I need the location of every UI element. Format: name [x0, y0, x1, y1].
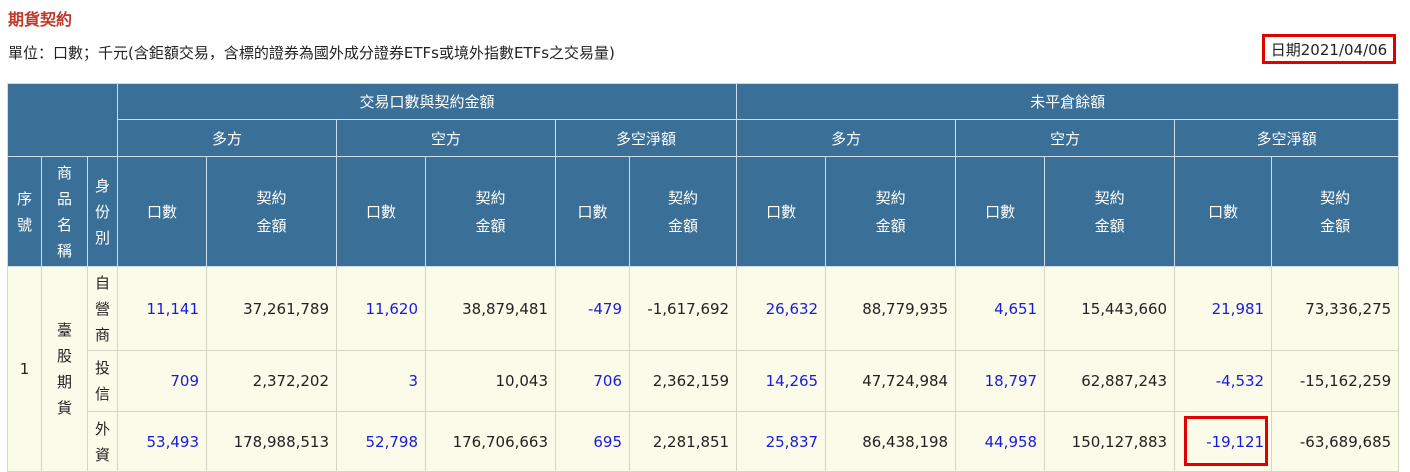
header-trading: 交易口數與契約金額 — [117, 83, 738, 120]
oi-short-contracts-link[interactable]: 44,958 — [955, 411, 1046, 472]
page-title: 期貨契約 — [8, 10, 73, 29]
trade-net-amount: 2,281,851 — [629, 411, 738, 472]
header-amount: 契約金額 — [1044, 156, 1176, 267]
header-amount: 契約金額 — [206, 156, 338, 267]
unit-note: 單位：口數；千元(含鉅額交易，含標的證券為國外成分證券ETFs或境外指數ETFs… — [8, 44, 615, 62]
header-product: 商品名稱 — [41, 156, 88, 267]
header-corner — [6, 83, 119, 157]
trade-short-contracts-link[interactable]: 11,620 — [336, 266, 427, 351]
oi-net-amount: 73,336,275 — [1271, 266, 1400, 351]
trade-short-contracts-link[interactable]: 52,798 — [336, 411, 427, 472]
header-contracts: 口數 — [555, 156, 631, 267]
oi-net-contracts-link[interactable]: -19,121 — [1174, 411, 1273, 472]
header-identity: 身份別 — [86, 156, 119, 267]
oi-long-amount: 47,724,984 — [825, 350, 957, 412]
header-open-interest: 未平倉餘額 — [736, 83, 1400, 120]
identity-cell: 投信 — [86, 350, 119, 412]
seq-cell: 1 — [7, 266, 42, 472]
trade-net-contracts-link[interactable]: 695 — [555, 411, 631, 472]
trade-net-contracts-link[interactable]: 706 — [555, 350, 631, 412]
trade-short-amount: 176,706,663 — [425, 411, 557, 472]
header-contracts: 口數 — [955, 156, 1046, 267]
trade-long-contracts-link[interactable]: 709 — [117, 350, 208, 412]
oi-short-contracts-link[interactable]: 18,797 — [955, 350, 1046, 412]
oi-long-amount: 86,438,198 — [825, 411, 957, 472]
identity-cell: 外資 — [86, 411, 119, 472]
header-trading-long: 多方 — [117, 119, 338, 157]
trade-net-amount: 2,362,159 — [629, 350, 738, 412]
oi-net-amount: -63,689,685 — [1271, 411, 1400, 472]
trade-long-amount: 37,261,789 — [206, 266, 338, 351]
header-oi-short: 空方 — [955, 119, 1176, 157]
oi-short-amount: 15,443,660 — [1044, 266, 1176, 351]
header-amount: 契約金額 — [425, 156, 557, 267]
header-trading-net: 多空淨額 — [555, 119, 738, 157]
trade-short-contracts-link[interactable]: 3 — [336, 350, 427, 412]
oi-short-contracts-link[interactable]: 4,651 — [955, 266, 1046, 351]
header-amount: 契約金額 — [825, 156, 957, 267]
table-row: 投信 709 2,372,202 3 10,043 706 2,362,159 … — [8, 350, 1400, 412]
header-seq: 序號 — [7, 156, 42, 267]
header-amount: 契約金額 — [1271, 156, 1400, 267]
trade-net-contracts-link[interactable]: -479 — [555, 266, 631, 351]
identity-cell: 自營商 — [86, 266, 119, 351]
table-row: 外資 53,493 178,988,513 52,798 176,706,663… — [8, 411, 1400, 472]
futures-table-wrapper: 交易口數與契約金額 未平倉餘額 多方 空方 多空淨額 多方 空方 多空淨額 序號… — [6, 83, 1400, 472]
oi-net-amount: -15,162,259 — [1271, 350, 1400, 412]
trade-long-amount: 178,988,513 — [206, 411, 338, 472]
oi-net-contracts-link[interactable]: -4,532 — [1174, 350, 1273, 412]
header-oi-net: 多空淨額 — [1174, 119, 1400, 157]
trade-short-amount: 38,879,481 — [425, 266, 557, 351]
table-row: 1 臺股期貨 自營商 11,141 37,261,789 11,620 38,8… — [7, 266, 1400, 472]
trade-net-amount: -1,617,692 — [629, 266, 738, 351]
oi-net-contracts-link[interactable]: 21,981 — [1174, 266, 1273, 351]
header-contracts: 口數 — [117, 156, 208, 267]
header-oi-long: 多方 — [736, 119, 957, 157]
oi-long-contracts-link[interactable]: 14,265 — [736, 350, 827, 412]
header-contracts: 口數 — [736, 156, 827, 267]
futures-table: 交易口數與契約金額 未平倉餘額 多方 空方 多空淨額 多方 空方 多空淨額 序號… — [6, 83, 1400, 472]
header-contracts: 口數 — [336, 156, 427, 267]
oi-long-amount: 88,779,935 — [825, 266, 957, 351]
trade-short-amount: 10,043 — [425, 350, 557, 412]
date-label: 日期2021/04/06 — [1262, 34, 1396, 64]
oi-long-contracts-link[interactable]: 26,632 — [736, 266, 827, 351]
oi-long-contracts-link[interactable]: 25,837 — [736, 411, 827, 472]
header-amount: 契約金額 — [629, 156, 738, 267]
trade-long-amount: 2,372,202 — [206, 350, 338, 412]
trade-long-contracts-link[interactable]: 11,141 — [117, 266, 208, 351]
oi-short-amount: 62,887,243 — [1044, 350, 1176, 412]
product-cell: 臺股期貨 — [41, 266, 88, 472]
trade-long-contracts-link[interactable]: 53,493 — [117, 411, 208, 472]
header-contracts: 口數 — [1174, 156, 1273, 267]
oi-short-amount: 150,127,883 — [1044, 411, 1176, 472]
header-trading-short: 空方 — [336, 119, 557, 157]
